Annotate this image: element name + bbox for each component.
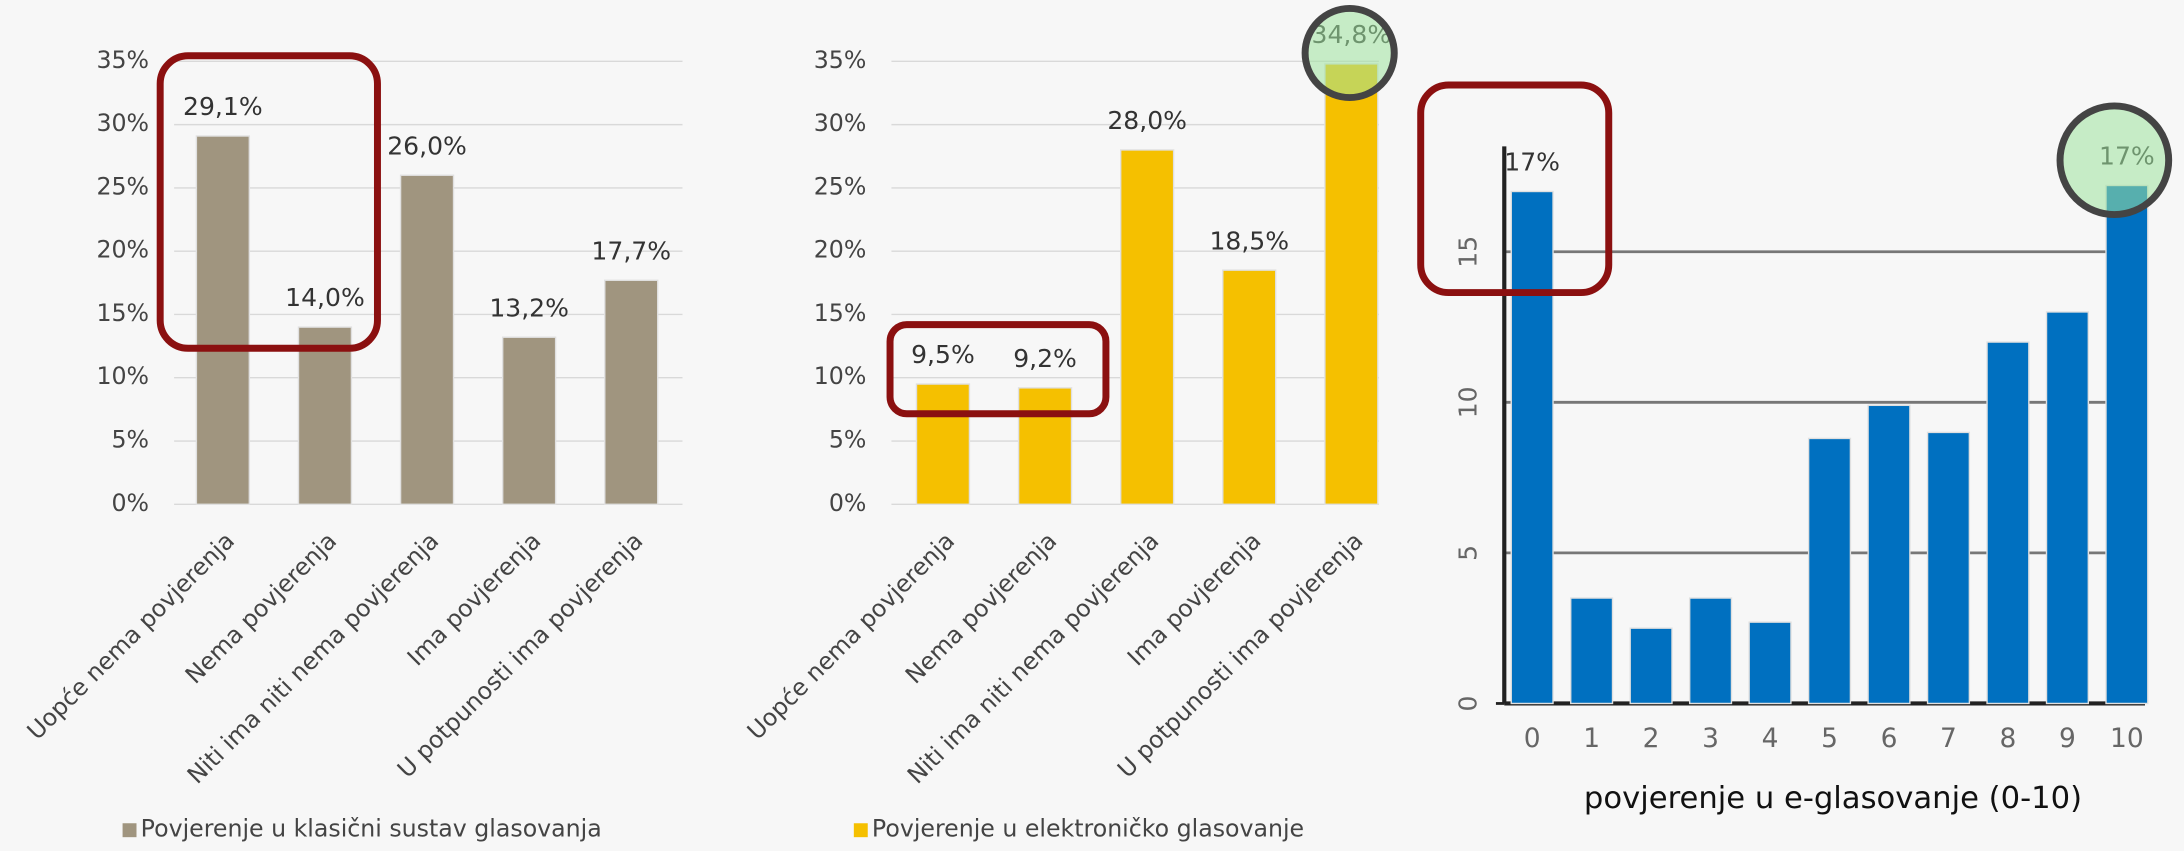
bar — [1119, 149, 1175, 505]
x-axis-label: povjerenje u e-glasovanje (0-10) — [1584, 781, 2082, 816]
value-label: 9,5% — [911, 340, 975, 369]
y-tick-label: 10% — [814, 362, 867, 390]
bar — [195, 135, 251, 505]
x-tick-label: 5 — [1821, 723, 1838, 754]
x-tick-label: 10 — [2110, 723, 2144, 754]
y-tick-label: 30% — [814, 109, 867, 137]
y-tick-label: 10 — [1453, 386, 1482, 418]
y-tick-label: 0 — [1453, 695, 1482, 711]
value-label: 9,2% — [1013, 344, 1077, 373]
bar — [1807, 437, 1852, 705]
bar — [915, 383, 971, 505]
bar — [1986, 341, 2030, 705]
y-tick-label: 15% — [814, 299, 867, 327]
x-tick-label: 4 — [1762, 723, 1779, 754]
y-tick-label: 30% — [96, 109, 149, 137]
y-tick-label: 15% — [96, 299, 149, 327]
bar — [297, 326, 353, 505]
y-tick-label: 25% — [96, 172, 149, 200]
y-tick-label: 35% — [96, 46, 149, 74]
highlight-circle — [1301, 4, 1398, 102]
value-label: 14,0% — [285, 283, 365, 312]
legend-label: Povjerenje u elektroničko glasovanje — [872, 815, 1304, 843]
bar — [1324, 63, 1379, 505]
value-label: 18,5% — [1209, 226, 1289, 255]
x-tick-label: 7 — [1940, 723, 1957, 754]
bar — [1222, 269, 1277, 505]
y-tick-label: 5 — [1453, 545, 1482, 561]
y-tick-label: 25% — [814, 172, 867, 200]
y-tick-label: 0% — [829, 489, 867, 517]
value-label: 17,7% — [591, 236, 671, 265]
value-label: 29,1% — [183, 92, 263, 121]
x-tick-label: 8 — [2000, 723, 2017, 754]
bar — [1629, 627, 1673, 705]
x-tick-label: 9 — [2059, 723, 2076, 754]
value-label: 13,2% — [489, 293, 569, 322]
x-tick-label: Uopće nema povjerenja — [22, 527, 240, 745]
highlight-box — [886, 321, 1110, 418]
y-tick-label: 20% — [814, 236, 867, 264]
legend-label: Povjerenje u klasični sustav glasovanja — [141, 815, 602, 843]
bar — [1926, 431, 1971, 705]
bar — [1688, 597, 1733, 705]
value-label: 26,0% — [387, 131, 467, 160]
y-tick-label: 35% — [814, 46, 867, 74]
y-tick-label: 10% — [96, 362, 149, 390]
x-tick-label: Uopće nema povjerenja — [742, 527, 960, 745]
bar — [1867, 404, 1911, 705]
legend-swatch — [122, 823, 137, 838]
bar — [399, 174, 455, 505]
marks: 0%5%10%15%20%25%30%35%29,1%Uopće nema po… — [22, 20, 2155, 843]
y-tick-label: 0% — [112, 489, 150, 517]
bar — [2105, 184, 2149, 705]
bar — [1510, 190, 1554, 705]
highlight-box — [1417, 81, 1613, 297]
y-tick-label: 5% — [112, 426, 150, 454]
highlight-box — [156, 52, 381, 352]
highlight-circle — [2056, 102, 2173, 219]
bar — [1017, 387, 1073, 505]
value-label: 17% — [1504, 148, 1560, 177]
legend-swatch — [853, 823, 868, 838]
bar — [1570, 597, 1614, 705]
y-tick-label: 15 — [1453, 236, 1482, 268]
x-tick-label: 1 — [1583, 723, 1600, 754]
bar — [2045, 311, 2090, 705]
x-tick-label: 2 — [1643, 723, 1660, 754]
x-tick-label: 3 — [1702, 723, 1719, 754]
x-tick-label: 0 — [1524, 723, 1541, 754]
bar — [604, 279, 659, 505]
value-label: 28,0% — [1107, 106, 1187, 135]
bar — [501, 336, 557, 505]
y-tick-label: 20% — [96, 236, 149, 264]
y-tick-label: 5% — [829, 426, 867, 454]
x-tick-label: 6 — [1881, 723, 1898, 754]
bar — [1748, 621, 1792, 705]
